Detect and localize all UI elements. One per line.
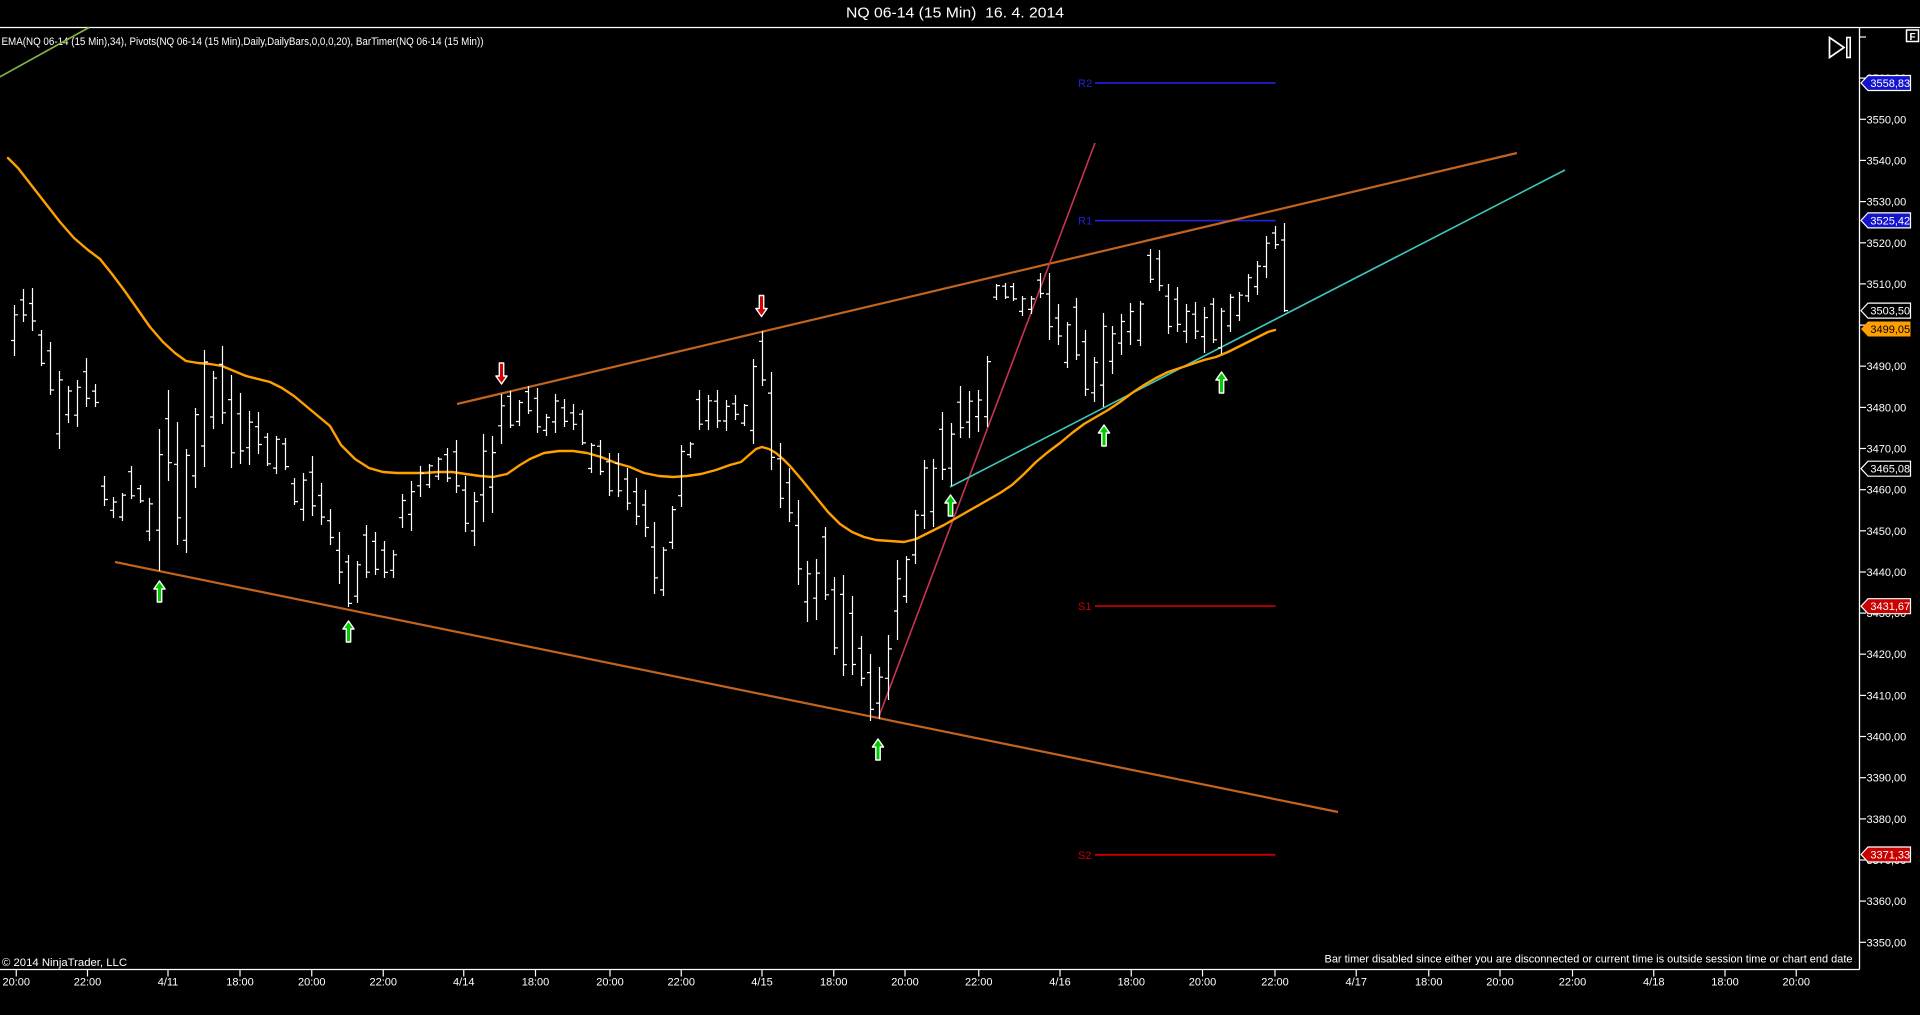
svg-text:22:00: 22:00 bbox=[74, 977, 102, 989]
svg-text:3380,00: 3380,00 bbox=[1867, 814, 1907, 826]
svg-text:3510,00: 3510,00 bbox=[1867, 279, 1907, 291]
svg-text:20:00: 20:00 bbox=[1782, 977, 1810, 989]
svg-text:R1: R1 bbox=[1078, 216, 1092, 228]
svg-text:3390,00: 3390,00 bbox=[1867, 773, 1907, 785]
svg-text:Bar timer disabled since eithe: Bar timer disabled since either you are … bbox=[1325, 954, 1853, 966]
svg-text:18:00: 18:00 bbox=[1415, 977, 1443, 989]
svg-text:4/16: 4/16 bbox=[1049, 977, 1070, 989]
svg-text:3371,33: 3371,33 bbox=[1870, 850, 1910, 862]
svg-text:S1: S1 bbox=[1078, 601, 1091, 613]
svg-text:20:00: 20:00 bbox=[1486, 977, 1514, 989]
svg-text:18:00: 18:00 bbox=[1711, 977, 1739, 989]
svg-text:3480,00: 3480,00 bbox=[1867, 402, 1907, 414]
svg-text:3460,00: 3460,00 bbox=[1867, 485, 1907, 497]
svg-text:4/17: 4/17 bbox=[1346, 977, 1367, 989]
svg-text:3530,00: 3530,00 bbox=[1867, 197, 1907, 209]
svg-text:18:00: 18:00 bbox=[1117, 977, 1145, 989]
svg-text:3465,08: 3465,08 bbox=[1870, 464, 1910, 476]
svg-text:3420,00: 3420,00 bbox=[1867, 649, 1907, 661]
svg-text:4/14: 4/14 bbox=[453, 977, 474, 989]
svg-text:3410,00: 3410,00 bbox=[1867, 690, 1907, 702]
svg-text:3558,83: 3558,83 bbox=[1870, 78, 1910, 90]
svg-text:3525,42: 3525,42 bbox=[1870, 215, 1910, 227]
svg-text:3540,00: 3540,00 bbox=[1867, 155, 1907, 167]
svg-text:18:00: 18:00 bbox=[522, 977, 550, 989]
svg-text:3470,00: 3470,00 bbox=[1867, 444, 1907, 456]
svg-text:3550,00: 3550,00 bbox=[1867, 114, 1907, 126]
svg-text:22:00: 22:00 bbox=[1261, 977, 1289, 989]
svg-text:3400,00: 3400,00 bbox=[1867, 732, 1907, 744]
svg-text:20:00: 20:00 bbox=[891, 977, 919, 989]
svg-text:18:00: 18:00 bbox=[226, 977, 254, 989]
svg-text:3450,00: 3450,00 bbox=[1867, 526, 1907, 538]
svg-text:3360,00: 3360,00 bbox=[1867, 896, 1907, 908]
svg-text:4/15: 4/15 bbox=[751, 977, 772, 989]
svg-text:20:00: 20:00 bbox=[596, 977, 624, 989]
svg-text:3503,50: 3503,50 bbox=[1870, 306, 1910, 318]
svg-text:3440,00: 3440,00 bbox=[1867, 567, 1907, 579]
svg-text:20:00: 20:00 bbox=[2, 977, 30, 989]
svg-text:NQ 06-14 (15 Min) 16. 4. 2014: NQ 06-14 (15 Min) 16. 4. 2014 bbox=[846, 5, 1064, 22]
svg-text:F: F bbox=[1909, 32, 1915, 43]
svg-text:3490,00: 3490,00 bbox=[1867, 361, 1907, 373]
svg-text:18:00: 18:00 bbox=[820, 977, 848, 989]
svg-text:22:00: 22:00 bbox=[369, 977, 397, 989]
svg-text:20:00: 20:00 bbox=[1189, 977, 1217, 989]
svg-text:© 2014 NinjaTrader, LLC: © 2014 NinjaTrader, LLC bbox=[2, 957, 127, 969]
svg-text:S2: S2 bbox=[1078, 850, 1091, 862]
svg-text:3350,00: 3350,00 bbox=[1867, 937, 1907, 949]
svg-text:3499,05: 3499,05 bbox=[1870, 324, 1910, 336]
svg-text:4/11: 4/11 bbox=[158, 977, 179, 989]
svg-text:EMA(NQ 06-14 (15 Min),34), Piv: EMA(NQ 06-14 (15 Min),34), Pivots(NQ 06-… bbox=[2, 36, 484, 48]
svg-text:3431,67: 3431,67 bbox=[1870, 601, 1910, 613]
svg-text:22:00: 22:00 bbox=[965, 977, 993, 989]
svg-text:R2: R2 bbox=[1078, 78, 1092, 90]
svg-text:20:00: 20:00 bbox=[298, 977, 326, 989]
svg-text:4/18: 4/18 bbox=[1643, 977, 1664, 989]
svg-text:22:00: 22:00 bbox=[667, 977, 695, 989]
svg-text:3520,00: 3520,00 bbox=[1867, 238, 1907, 250]
svg-text:22:00: 22:00 bbox=[1559, 977, 1587, 989]
